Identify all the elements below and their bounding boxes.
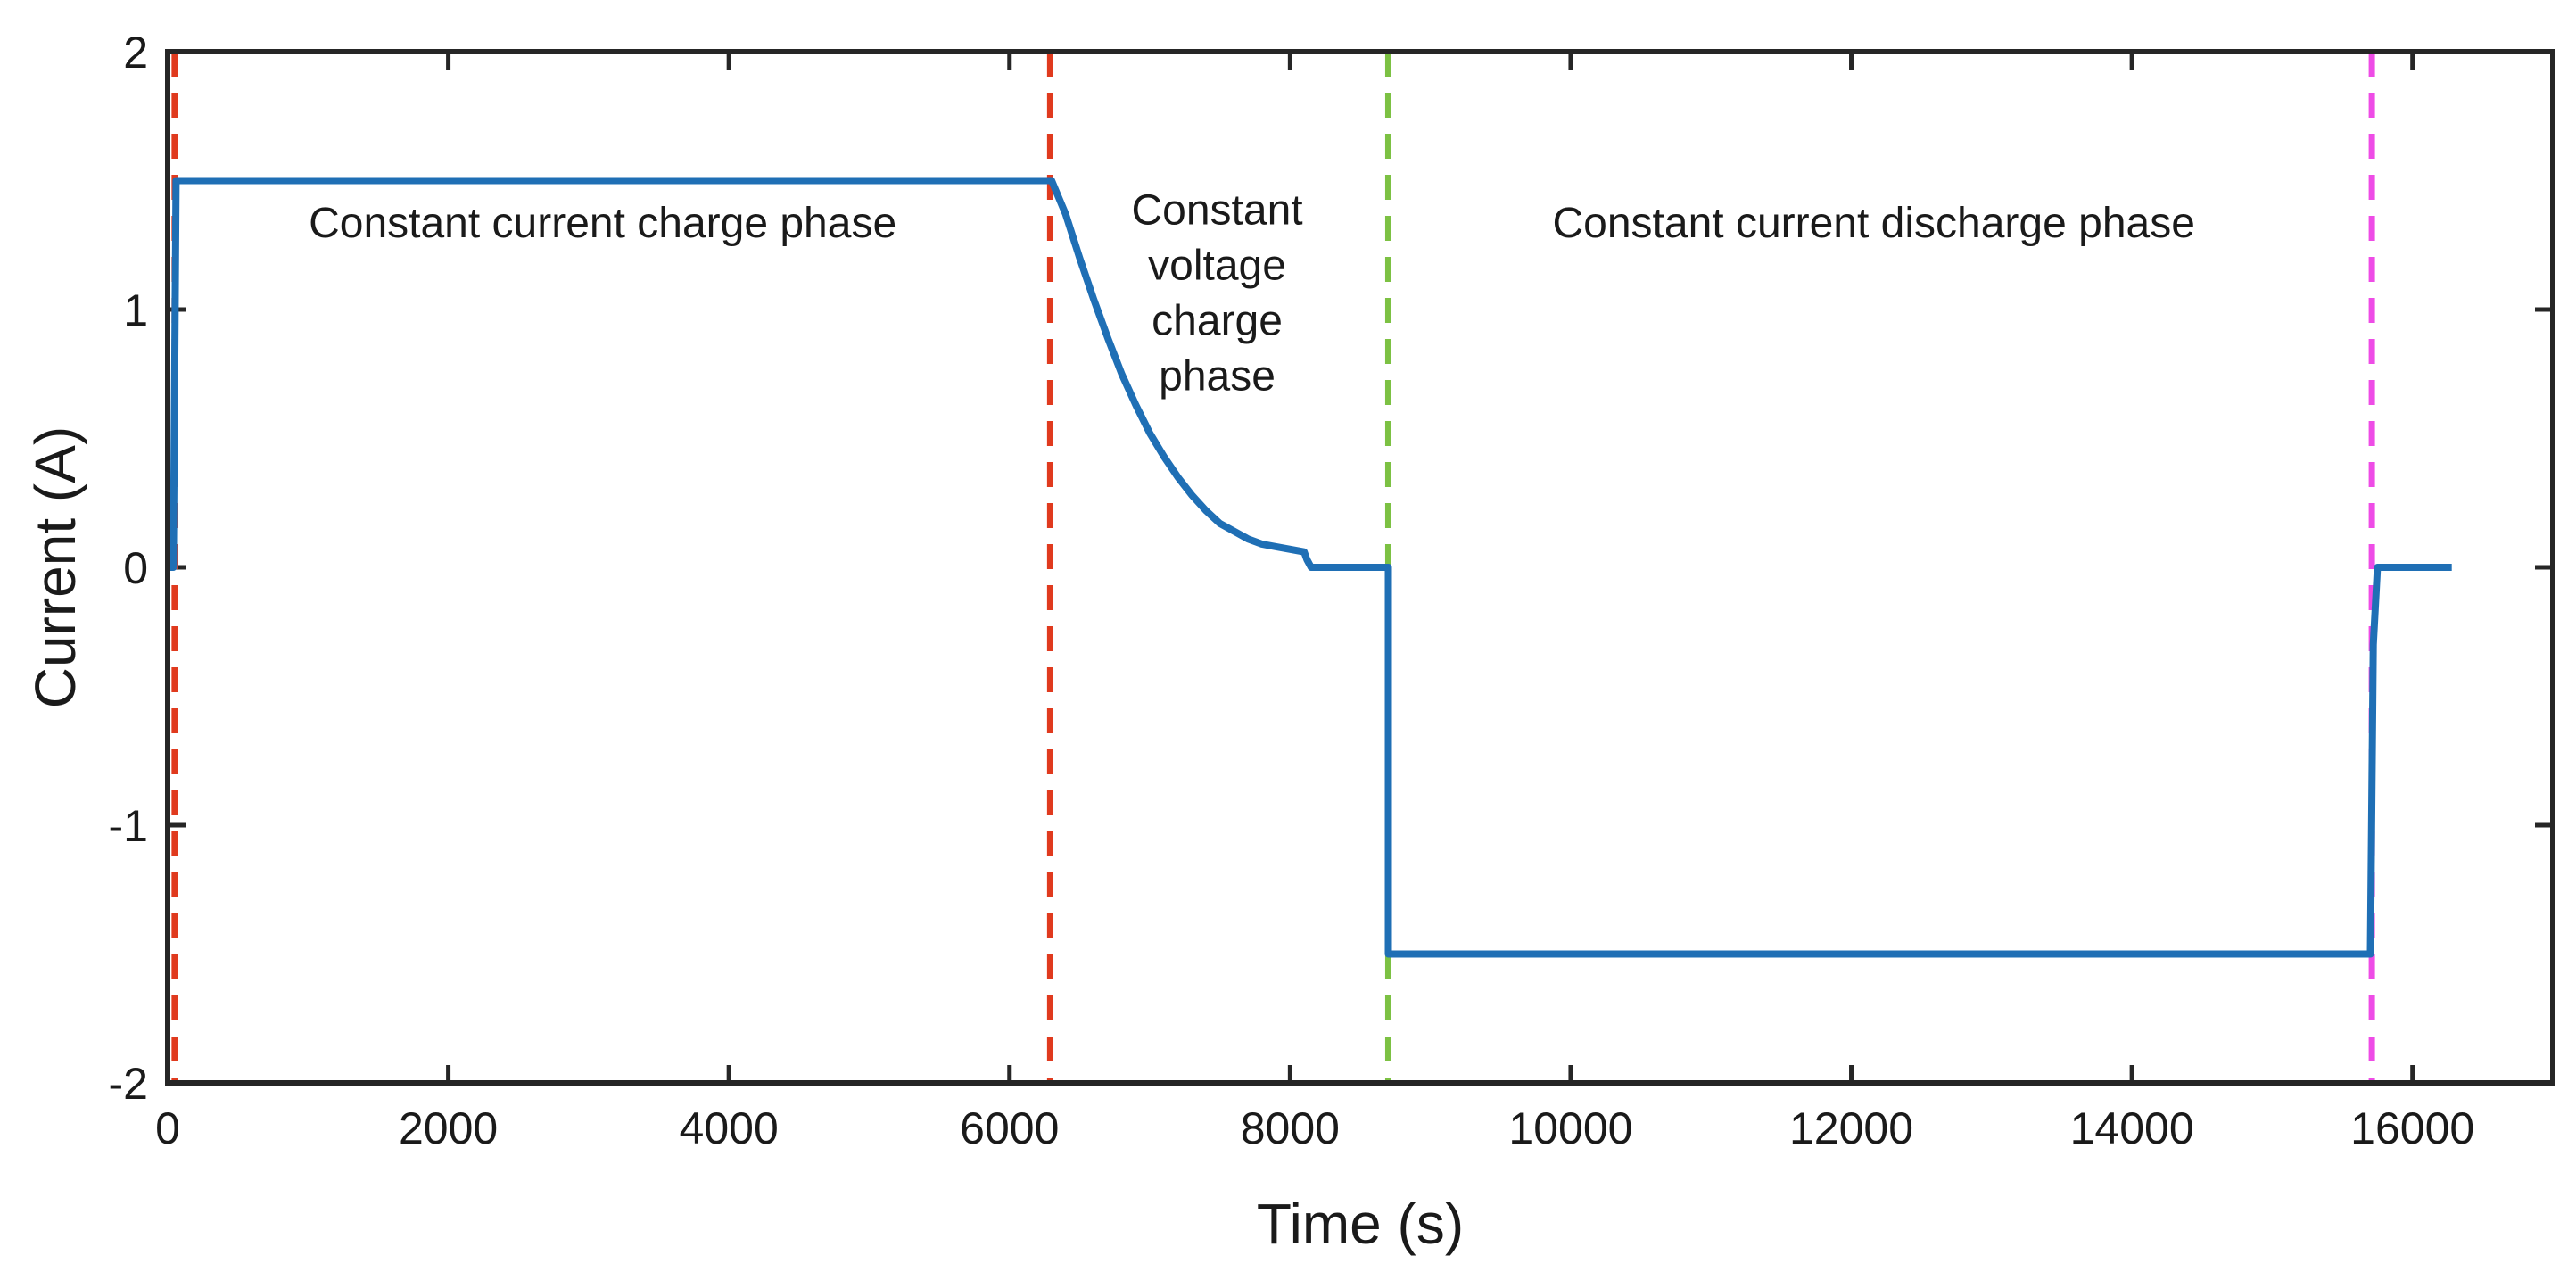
cv-charge-label-line: charge (1152, 298, 1283, 345)
x-tick-label: 16000 (2350, 1103, 2474, 1153)
x-tick-label: 8000 (1241, 1103, 1340, 1153)
cv-charge-label-line: Constant (1131, 187, 1302, 235)
current-series-line (168, 177, 2452, 958)
x-tick-label: 6000 (960, 1103, 1059, 1153)
y-tick-label: 0 (123, 543, 148, 593)
x-tick-label: 2000 (399, 1103, 498, 1153)
y-axis-label: Current (A) (23, 426, 87, 709)
x-tick-label: 12000 (1789, 1103, 1913, 1153)
x-tick-label: 4000 (680, 1103, 779, 1153)
phase-annotations: Constant current charge phase Constant vol… (309, 187, 2195, 401)
x-axis-label: Time (s) (1257, 1192, 1464, 1256)
y-axis-ticks: -2 -1 0 1 2 (109, 28, 2553, 1109)
y-tick-label: 2 (123, 28, 148, 78)
x-axis-ticks: 0 2000 4000 6000 8000 10000 12000 14000 16000 (155, 52, 2474, 1153)
y-tick-label: -2 (109, 1059, 148, 1109)
y-tick-label: 1 (123, 285, 148, 335)
x-tick-label: 10000 (1508, 1103, 1632, 1153)
cc-charge-label-line: Constant current charge phase (309, 200, 896, 247)
plot-frame (165, 49, 2555, 1086)
y-tick-label: -1 (109, 801, 148, 851)
cv-charge-label-line: phase (1159, 353, 1276, 401)
x-tick-label: 0 (155, 1103, 180, 1153)
x-tick-label: 14000 (2070, 1103, 2194, 1153)
cv-charge-label-line: voltage (1148, 243, 1286, 290)
cc-discharge-label-line: Constant current discharge phase (1552, 200, 2194, 247)
